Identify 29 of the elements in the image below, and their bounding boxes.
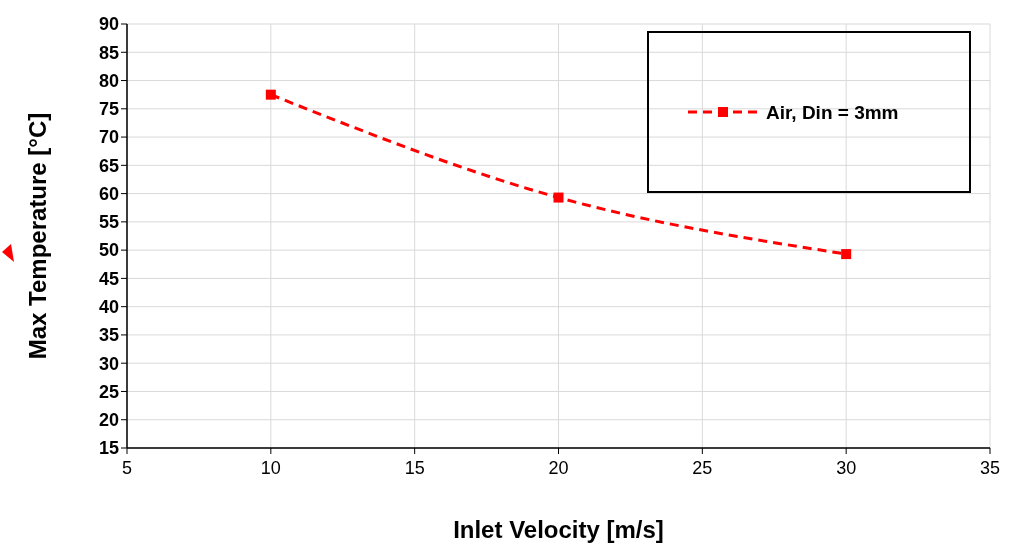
x-axis-title: Inlet Velocity [m/s]	[453, 516, 664, 543]
y-tick-label: 60	[98, 183, 119, 204]
y-tick-label: 35	[98, 325, 119, 346]
y-tick-label: 55	[98, 212, 119, 233]
y-tick-label: 50	[98, 240, 119, 261]
y-tick-label: 40	[98, 296, 119, 317]
y-tick-label: 15	[98, 438, 119, 459]
y-axis-title: Max Temperature [°C]	[24, 112, 51, 360]
x-tick-label: 5	[121, 458, 133, 478]
y-tick-label: 65	[98, 155, 119, 176]
y-tick-label: 75	[98, 99, 119, 120]
y-tick-label: 20	[98, 410, 119, 431]
x-tick-label: 10	[260, 458, 281, 478]
y-tick-label: 30	[98, 353, 119, 374]
x-tick-label: 25	[692, 458, 713, 478]
y-tick-label: 45	[98, 268, 119, 289]
legend-label: Air, Din = 3mm	[766, 101, 899, 123]
y-tick-label: 80	[98, 70, 119, 91]
x-tick-label: 20	[548, 458, 569, 478]
point	[841, 249, 852, 260]
y-tick-label: 90	[98, 14, 119, 35]
y-tick-label: 85	[98, 42, 119, 63]
x-tick-label: 35	[979, 458, 1001, 478]
x-tick-label: 30	[836, 458, 857, 478]
point	[265, 89, 276, 100]
y-tick-label: 25	[98, 381, 119, 402]
point	[553, 192, 564, 203]
x-tick-label: 15	[404, 458, 425, 478]
y-tick-label: 70	[98, 127, 119, 148]
